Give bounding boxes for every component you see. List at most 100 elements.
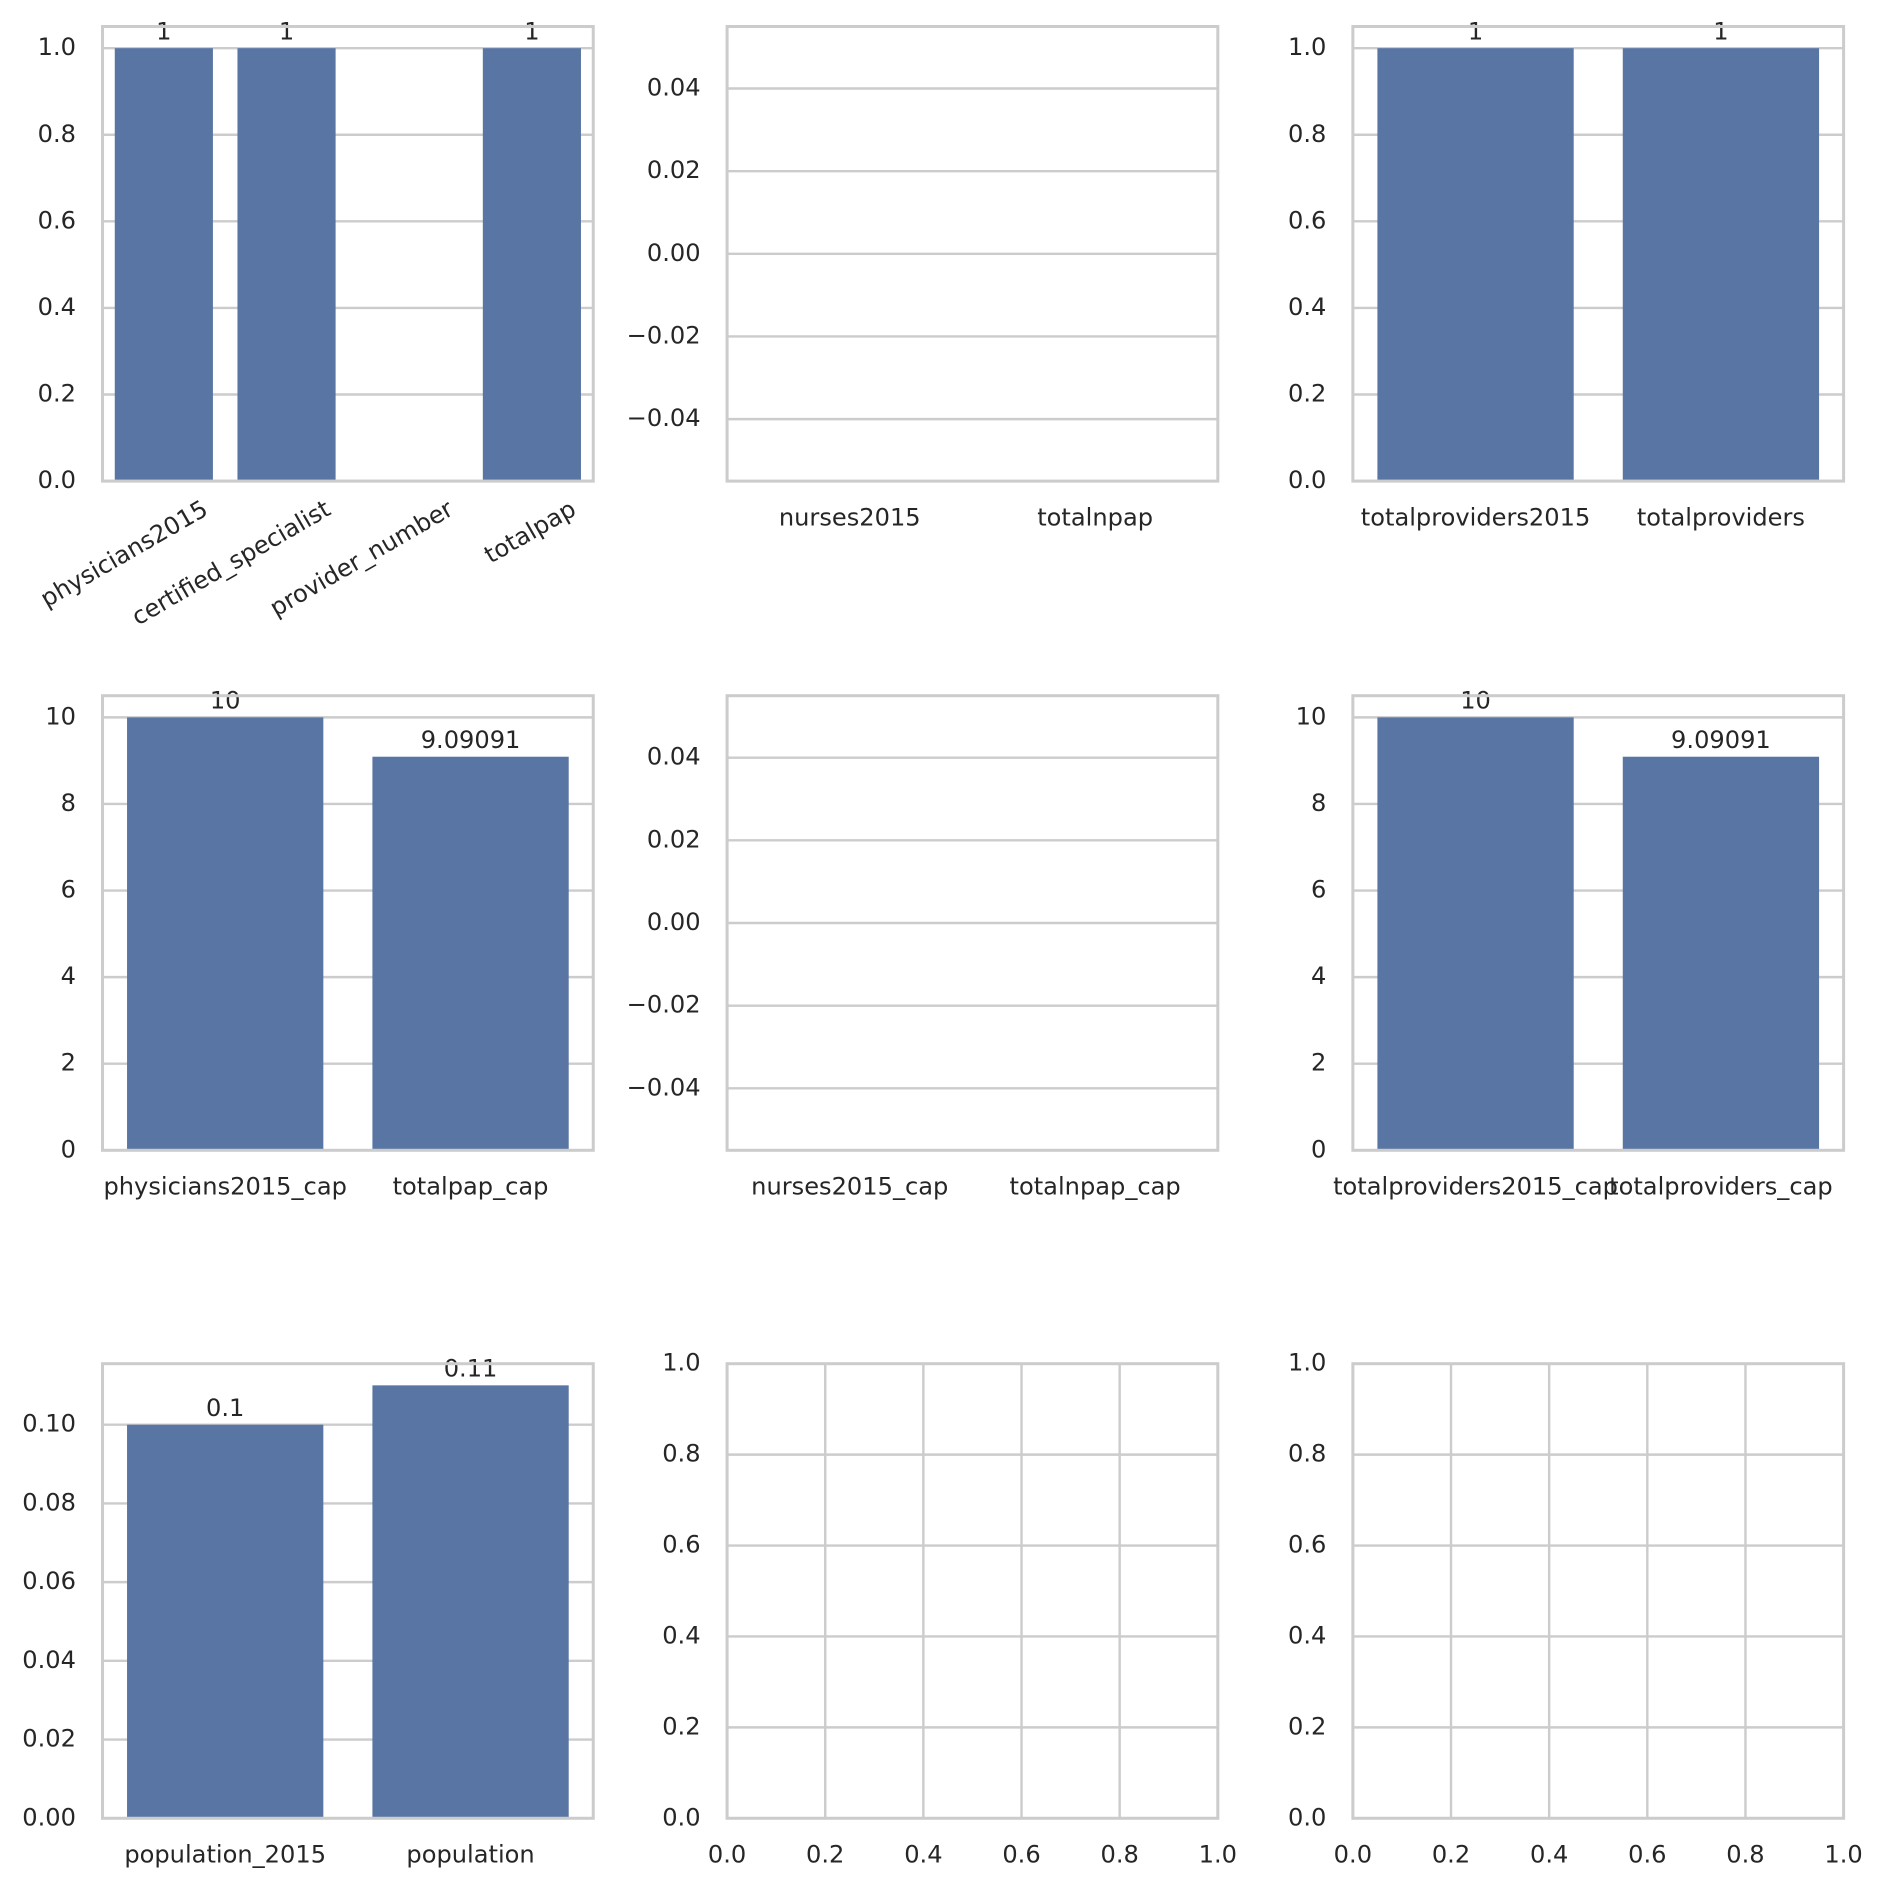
y-tick-label: 0 <box>1311 1135 1326 1163</box>
axes-frame <box>100 25 595 483</box>
subplot: 0.0 0.2 0.4 0.6 0.8 1.0 0.0 0.2 0.4 0.6 0.8 1.0 <box>1288 1349 1863 1869</box>
y-tick-label: 0.06 <box>22 1567 76 1595</box>
axes-frame <box>1351 1362 1846 1820</box>
y-tick-label: 0.6 <box>38 206 76 234</box>
axes-frame <box>100 1362 595 1820</box>
y-tick-label: 0.0 <box>1288 1803 1326 1831</box>
x-tick-label: totalproviders_cap <box>1609 1173 1833 1201</box>
x-tick-label: certified_specialist <box>127 495 335 631</box>
y-tick-label: 0.00 <box>22 1803 76 1831</box>
y-tick-label: 0.04 <box>647 74 701 102</box>
subplot: 0 2 4 6 8 10 totalproviders2015_cap 10 totalprov… <box>1296 687 1846 1201</box>
x-tick-label: 1.0 <box>1199 1841 1237 1869</box>
y-tick-label: 2 <box>1311 1049 1326 1077</box>
y-tick-label: 2 <box>61 1049 76 1077</box>
y-tick-label: 0.0 <box>1288 466 1326 494</box>
x-tick-label: 0.0 <box>708 1841 746 1869</box>
y-tick-label: 10 <box>45 702 76 730</box>
subplot: 0.00 0.02 0.04 0.06 0.08 0.10 population_2015 0… <box>22 1355 595 1869</box>
y-tick-label: 1.0 <box>1288 33 1326 61</box>
y-tick-label: 0.8 <box>1288 1440 1326 1468</box>
subplot: 0.00.20.40.60.81.0physicians20151certifi… <box>36 17 595 631</box>
y-tick-label: 0.4 <box>1288 293 1326 321</box>
x-tick-label: totalpap_cap <box>393 1173 549 1201</box>
y-tick-label: 0.8 <box>662 1440 700 1468</box>
x-tick-label: 0.6 <box>1628 1841 1666 1869</box>
bar <box>114 48 213 482</box>
x-tick-label: totalproviders <box>1637 503 1805 531</box>
x-tick-label: population <box>406 1841 534 1869</box>
x-tick-label: nurses2015_cap <box>751 1173 948 1201</box>
y-tick-label: 0.02 <box>647 825 701 853</box>
x-tick-label: totalnpap <box>1037 503 1153 531</box>
value-label: 1 <box>156 17 171 45</box>
bar <box>1377 717 1574 1151</box>
bar <box>482 48 581 482</box>
y-tick-label: 0.00 <box>647 908 701 936</box>
axes-frame <box>725 1362 1220 1820</box>
y-tick-label: 0.4 <box>1288 1621 1326 1649</box>
y-tick-label: 0.04 <box>22 1646 76 1674</box>
x-tick-label: 0.8 <box>1101 1841 1139 1869</box>
x-tick-label: 0.2 <box>1432 1841 1470 1869</box>
value-label: 0.1 <box>206 1394 244 1422</box>
x-tick-label: 0.4 <box>1530 1841 1568 1869</box>
bar <box>1377 48 1574 482</box>
axes-frame <box>1351 25 1846 483</box>
y-tick-label: 0.6 <box>662 1531 700 1559</box>
axes-frame <box>725 25 1220 483</box>
y-tick-label: −0.02 <box>627 321 701 349</box>
y-tick-label: 8 <box>1311 789 1326 817</box>
subplot: 0 2 4 6 8 10 physicians2015_cap 10 totalpap_cap 9… <box>45 687 595 1201</box>
y-tick-label: 0.4 <box>38 293 76 321</box>
subplot: 0.0 0.2 0.4 0.6 0.8 1.0 totalproviders2015 1 tot… <box>1288 17 1846 531</box>
y-tick-label: 0.08 <box>22 1488 76 1516</box>
y-tick-label: 0.2 <box>662 1712 700 1740</box>
value-label: 1 <box>524 17 539 45</box>
bar <box>372 756 569 1151</box>
value-label: 9.09091 <box>1671 726 1771 754</box>
y-tick-label: 1.0 <box>38 33 76 61</box>
value-label: 1 <box>1713 17 1728 45</box>
value-label: 1 <box>279 17 294 45</box>
bar <box>127 717 324 1151</box>
y-tick-label: 8 <box>61 789 76 817</box>
y-tick-label: 0.04 <box>647 743 701 771</box>
x-tick-label: 1.0 <box>1824 1841 1862 1869</box>
bar <box>1622 756 1820 1151</box>
y-tick-label: 0.8 <box>1288 120 1326 148</box>
y-tick-label: 0.6 <box>1288 206 1326 234</box>
y-tick-label: 6 <box>1311 876 1326 904</box>
y-tick-label: 0.02 <box>647 156 701 184</box>
y-tick-label: 0.2 <box>1288 1712 1326 1740</box>
y-tick-label: 1.0 <box>662 1349 700 1377</box>
x-tick-label: totalproviders2015 <box>1361 503 1591 531</box>
subplot: −0.04 −0.02 0.00 0.02 0.04 nurses2015_cap tota… <box>627 694 1220 1201</box>
y-tick-label: 10 <box>1296 702 1327 730</box>
x-tick-label: 0.6 <box>1002 1841 1040 1869</box>
y-tick-label: 4 <box>61 962 76 990</box>
y-tick-label: 0.8 <box>38 120 76 148</box>
x-tick-label: 0.8 <box>1726 1841 1764 1869</box>
subplot: −0.04 −0.02 0.00 0.02 0.04 nurses2015 totalnpa… <box>627 25 1220 531</box>
y-tick-label: 0.2 <box>1288 380 1326 408</box>
x-tick-label: population_2015 <box>124 1841 326 1869</box>
value-label: 9.09091 <box>421 726 521 754</box>
y-tick-label: 6 <box>61 876 76 904</box>
x-tick-label: 0.2 <box>806 1841 844 1869</box>
bar <box>127 1424 324 1819</box>
x-tick-label: totalnpap_cap <box>1010 1173 1181 1201</box>
y-tick-label: 4 <box>1311 962 1326 990</box>
value-label: 10 <box>1460 687 1491 715</box>
y-tick-label: −0.02 <box>627 991 701 1019</box>
bar <box>237 48 336 482</box>
y-tick-label: 0 <box>61 1135 76 1163</box>
y-tick-label: 0.2 <box>38 380 76 408</box>
y-tick-label: 0.0 <box>662 1803 700 1831</box>
y-tick-label: 0.6 <box>1288 1531 1326 1559</box>
x-tick-label: 0.4 <box>904 1841 942 1869</box>
value-label: 10 <box>210 687 241 715</box>
axes-frame <box>725 694 1220 1152</box>
x-tick-label: totalpap <box>480 495 581 570</box>
y-tick-label: 1.0 <box>1288 1349 1326 1377</box>
